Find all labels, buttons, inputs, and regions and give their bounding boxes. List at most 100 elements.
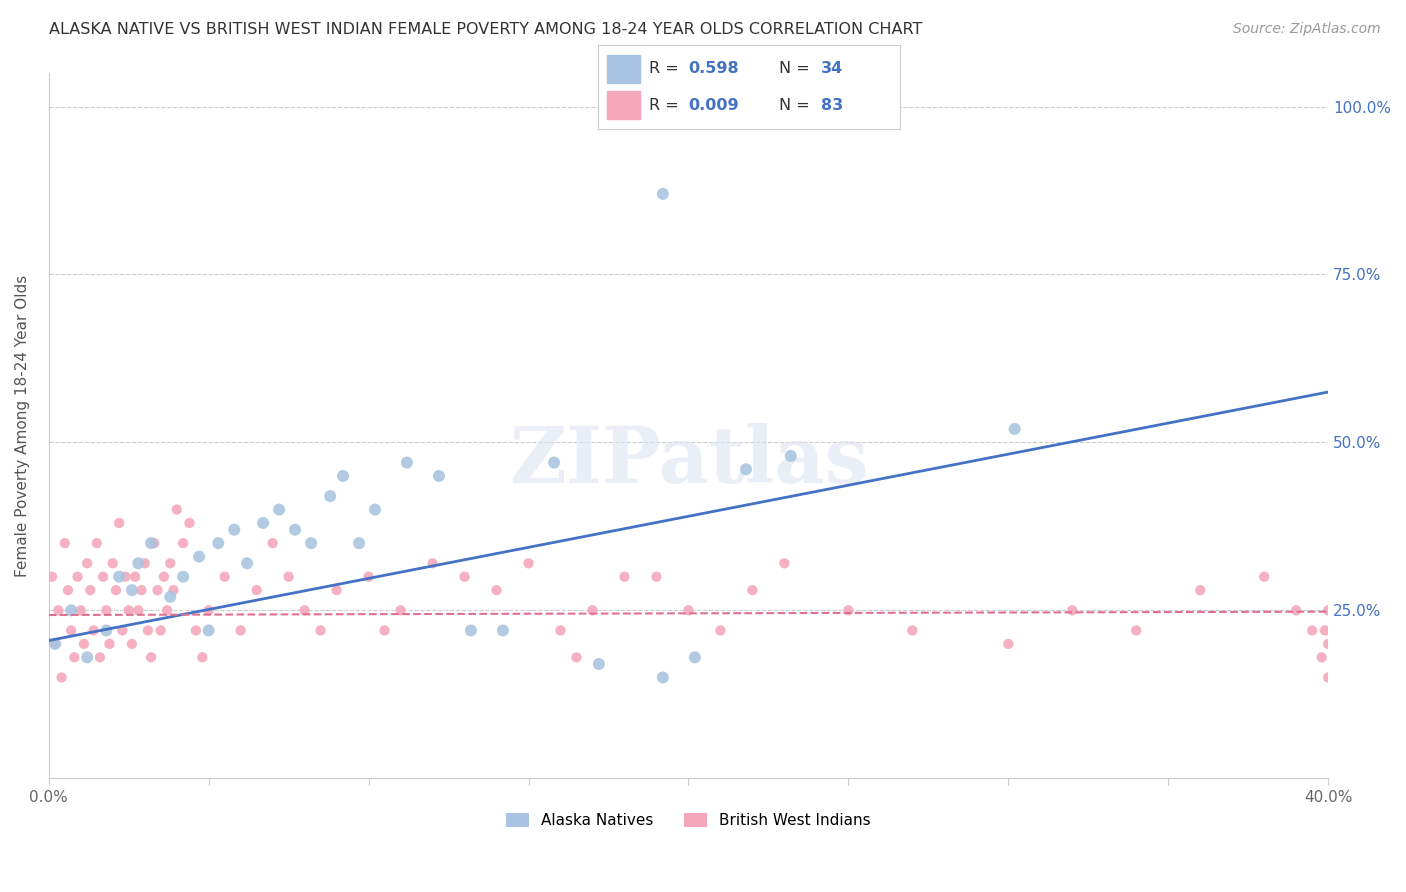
Point (63, 650, 86, 665)
Point (98, 637, 121, 651)
Point (121, 637, 143, 651)
Point (267, 502, 290, 516)
Text: N =: N = (779, 98, 815, 113)
Point (69, 603, 91, 617)
Point (262, 536, 284, 550)
Point (197, 624, 219, 638)
Point (645, 570, 668, 584)
Point (683, 650, 706, 665)
Point (197, 603, 219, 617)
Point (284, 523, 307, 537)
Point (347, 536, 370, 550)
Point (236, 556, 259, 570)
Point (191, 650, 214, 665)
Point (709, 624, 731, 638)
Text: ALASKA NATIVE VS BRITISH WEST INDIAN FEMALE POVERTY AMONG 18-24 YEAR OLDS CORREL: ALASKA NATIVE VS BRITISH WEST INDIAN FEM… (49, 22, 922, 37)
Point (309, 624, 332, 638)
Point (159, 556, 181, 570)
Point (543, 456, 565, 470)
Point (153, 570, 176, 584)
Point (108, 516, 131, 530)
Text: 83: 83 (821, 98, 844, 113)
Point (60, 603, 83, 617)
Point (613, 570, 636, 584)
Point (1285, 603, 1308, 617)
Point (89, 650, 111, 665)
Point (453, 570, 475, 584)
Point (73, 637, 96, 651)
Point (156, 603, 179, 617)
Point (1313, 624, 1336, 638)
Point (246, 583, 269, 598)
Point (252, 516, 274, 530)
Point (53, 536, 76, 550)
Point (96, 624, 118, 638)
Point (134, 556, 156, 570)
Point (214, 570, 236, 584)
Point (76, 650, 98, 665)
Point (127, 603, 149, 617)
Point (91, 570, 114, 584)
Point (277, 570, 299, 584)
Point (121, 583, 143, 598)
Point (188, 549, 211, 564)
Point (427, 469, 450, 483)
Text: 0.598: 0.598 (689, 61, 740, 76)
Bar (606, 91, 640, 120)
Point (492, 624, 515, 638)
Point (1125, 624, 1147, 638)
Point (224, 523, 246, 537)
Point (1317, 603, 1340, 617)
Text: ZIPatlas: ZIPatlas (509, 423, 869, 499)
Point (51, 671, 73, 685)
Point (207, 536, 229, 550)
Point (79, 583, 101, 598)
Point (159, 590, 181, 604)
Point (96, 603, 118, 617)
Point (422, 556, 444, 570)
Point (997, 637, 1019, 651)
Point (485, 583, 508, 598)
Point (460, 624, 482, 638)
Point (678, 603, 700, 617)
Point (517, 556, 540, 570)
Point (735, 462, 758, 476)
Point (179, 516, 201, 530)
Point (44, 637, 66, 651)
Point (299, 536, 322, 550)
Point (101, 556, 124, 570)
Point (1004, 422, 1026, 436)
Point (357, 570, 380, 584)
Text: N =: N = (779, 61, 815, 76)
Point (83, 624, 105, 638)
Point (651, 671, 673, 685)
Point (124, 570, 146, 584)
Bar (606, 54, 640, 83)
Point (139, 536, 162, 550)
Point (332, 469, 354, 483)
Text: 34: 34 (821, 61, 844, 76)
Text: R =: R = (650, 61, 683, 76)
Point (44, 637, 66, 651)
Point (86, 536, 108, 550)
Point (1317, 637, 1340, 651)
Point (1317, 671, 1340, 685)
Point (325, 583, 347, 598)
Point (550, 624, 572, 638)
Point (111, 624, 134, 638)
Point (131, 583, 153, 598)
Point (162, 583, 184, 598)
Point (127, 556, 149, 570)
Point (229, 624, 252, 638)
Point (66, 570, 89, 584)
Point (172, 570, 194, 584)
Point (104, 583, 127, 598)
Point (588, 657, 610, 671)
Point (76, 556, 98, 570)
Point (114, 570, 136, 584)
Point (146, 583, 169, 598)
Legend: Alaska Natives, British West Indians: Alaska Natives, British West Indians (501, 806, 877, 834)
Point (139, 650, 162, 665)
Point (395, 456, 418, 470)
Point (565, 650, 588, 665)
